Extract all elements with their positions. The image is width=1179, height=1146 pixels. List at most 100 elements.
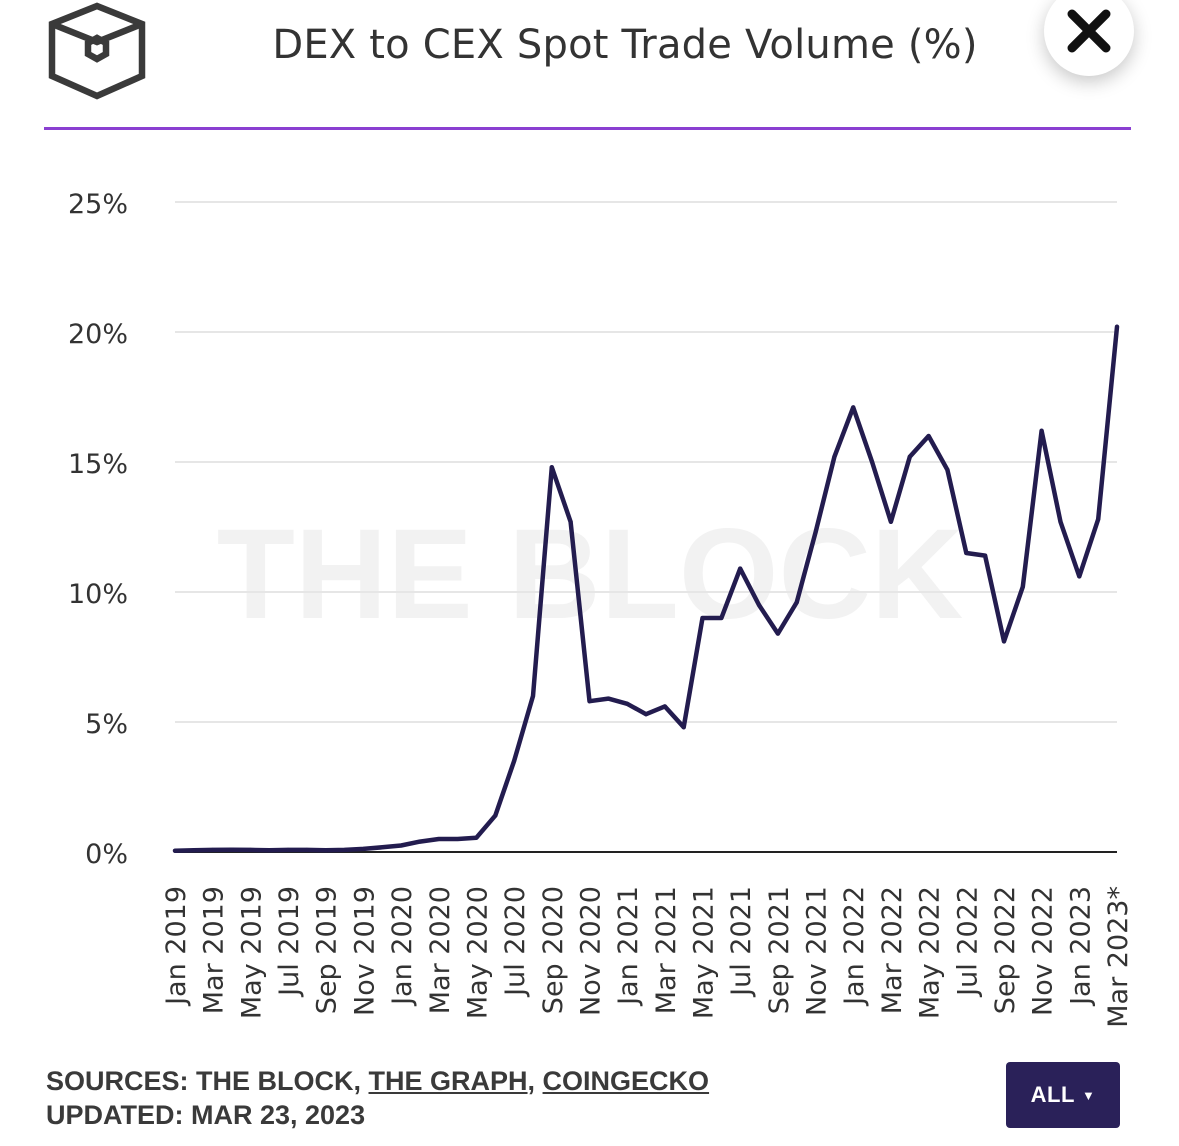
- x-tick-label: May 2022: [915, 886, 946, 1019]
- data-point: [361, 846, 366, 851]
- data-point: [625, 701, 630, 706]
- the-block-cube-logo: [48, 2, 146, 100]
- source-link-the-graph[interactable]: THE GRAPH: [368, 1066, 528, 1096]
- data-point: [530, 694, 535, 698]
- grid-lines: [175, 201, 1117, 723]
- x-tick-label: Jan 2022: [839, 886, 870, 1007]
- range-all-dropdown[interactable]: ALL ▼: [1006, 1062, 1120, 1128]
- header-divider: [44, 127, 1131, 130]
- data-point: [1039, 428, 1044, 433]
- data-point: [926, 434, 931, 438]
- x-tick-label: Jul 2020: [500, 886, 531, 998]
- data-point: [286, 847, 291, 852]
- source-link-coingecko[interactable]: COINGECKO: [542, 1066, 710, 1096]
- data-point: [983, 553, 988, 558]
- x-tick-label: Mar 2022: [877, 886, 908, 1014]
- data-point: [606, 696, 611, 701]
- x-axis-ticks: Jan 2019 Mar 2019 May 2019 Jul 2019 Sep 2019…: [161, 886, 1134, 1028]
- close-button[interactable]: [1044, 0, 1134, 76]
- data-point: [1058, 519, 1063, 524]
- x-tick-label: Jul 2022: [952, 886, 983, 998]
- chart-footer: SOURCES: THE BLOCK, THE GRAPH, COINGECKO…: [46, 1064, 709, 1132]
- data-point: [757, 603, 762, 607]
- x-tick-label: Jul 2021: [726, 886, 757, 998]
- x-tick-label: May 2020: [462, 886, 493, 1019]
- updated-date: UPDATED: MAR 23, 2023: [46, 1100, 366, 1130]
- data-point: [681, 725, 686, 730]
- data-point: [191, 848, 196, 853]
- data-point: [568, 519, 573, 524]
- sources-line: SOURCES: THE BLOCK, THE GRAPH, COINGECKO: [46, 1064, 709, 1098]
- x-tick-label: Jan 2021: [613, 886, 644, 1007]
- data-point: [229, 847, 234, 852]
- y-tick-label: 10%: [68, 579, 128, 610]
- data-point: [417, 839, 422, 844]
- x-tick-label: Jan 2019: [161, 886, 192, 1007]
- data-point: [700, 616, 705, 620]
- data-point: [644, 712, 648, 717]
- x-tick-label: May 2019: [236, 886, 267, 1019]
- data-point: [512, 759, 517, 763]
- data-point: [945, 467, 950, 472]
- y-tick-label: 25%: [68, 189, 128, 220]
- data-point: [888, 519, 893, 524]
- chart-area: THE BLOCK 0%5%10%15%20%25% Jan 2019 Mar 2…: [68, 189, 1134, 1028]
- x-tick-label: Jan 2020: [387, 886, 418, 1007]
- x-tick-label: Mar 2021: [651, 886, 682, 1014]
- data-point: [323, 848, 328, 853]
- data-point: [380, 845, 385, 850]
- data-point: [1096, 517, 1101, 522]
- close-x-icon: [1067, 9, 1111, 53]
- y-tick-label: 15%: [68, 449, 128, 480]
- x-tick-label: Sep 2020: [538, 886, 569, 1014]
- data-point: [1020, 584, 1025, 589]
- x-tick-label: Nov 2020: [575, 886, 606, 1016]
- data-point: [794, 600, 799, 605]
- data-point: [851, 405, 856, 410]
- range-all-label: ALL: [1030, 1082, 1075, 1107]
- x-tick-label: Jan 2023: [1065, 886, 1096, 1007]
- data-point: [1115, 324, 1119, 329]
- data-point: [907, 454, 912, 459]
- y-tick-label: 0%: [85, 839, 128, 870]
- x-tick-label: Nov 2019: [349, 886, 380, 1016]
- data-point: [587, 699, 592, 704]
- data-point: [474, 835, 479, 840]
- data-point: [832, 454, 837, 459]
- chevron-down-icon: ▼: [1081, 1087, 1096, 1103]
- data-point: [304, 847, 309, 852]
- sources-separator: ,: [527, 1066, 543, 1096]
- data-point: [1077, 574, 1082, 579]
- data-point: [549, 465, 554, 470]
- x-tick-label: May 2021: [689, 886, 720, 1019]
- x-tick-label: Jul 2019: [274, 886, 305, 998]
- x-tick-label: Sep 2022: [990, 886, 1021, 1014]
- data-point: [455, 837, 460, 841]
- data-point: [267, 848, 272, 853]
- data-point: [964, 551, 969, 555]
- data-point: [248, 847, 253, 852]
- data-point: [210, 847, 215, 852]
- sources-text: SOURCES: THE BLOCK,: [46, 1066, 369, 1096]
- y-axis-ticks: 0% 5% 10% 15% 20% 25%: [68, 189, 128, 870]
- y-tick-label: 20%: [68, 319, 128, 350]
- data-point: [342, 847, 347, 852]
- x-tick-label: Sep 2019: [312, 886, 343, 1014]
- x-tick-label: Mar 2023*: [1103, 886, 1134, 1028]
- data-point: [719, 616, 724, 620]
- series-points: [173, 324, 1119, 853]
- watermark-text: THE BLOCK: [217, 503, 964, 646]
- x-tick-label: Nov 2022: [1028, 886, 1059, 1016]
- data-point: [436, 837, 441, 841]
- data-point: [1001, 639, 1006, 644]
- data-point: [173, 848, 177, 853]
- data-point: [870, 460, 875, 464]
- data-point: [399, 843, 404, 848]
- x-tick-label: Mar 2019: [199, 886, 230, 1014]
- data-point: [493, 813, 498, 818]
- x-tick-label: Nov 2021: [802, 886, 833, 1016]
- x-tick-label: Sep 2021: [764, 886, 795, 1014]
- data-point: [662, 704, 667, 709]
- chart-title: DEX to CEX Spot Trade Volume (%): [272, 22, 978, 68]
- y-tick-label: 5%: [85, 709, 128, 740]
